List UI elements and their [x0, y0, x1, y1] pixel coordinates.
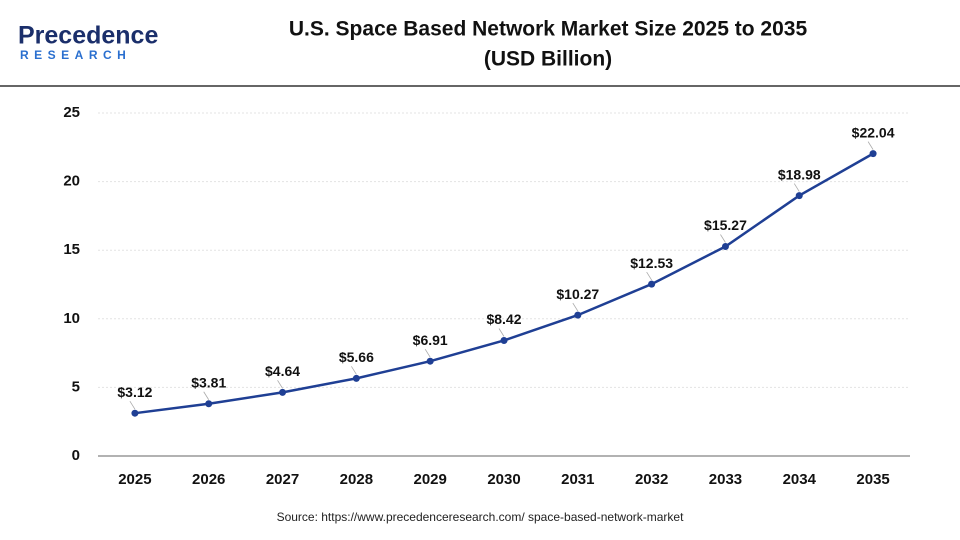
- point: [721, 242, 729, 250]
- label-leader: [498, 328, 505, 337]
- x-tick-label: 2031: [561, 471, 594, 488]
- label-leader: [424, 348, 431, 358]
- label-leader: [203, 391, 210, 400]
- point: [205, 400, 213, 408]
- x-tick-label: 2033: [709, 471, 742, 488]
- x-tick-label: 2025: [118, 471, 151, 488]
- y-tick-label: 15: [63, 241, 80, 258]
- y-tick-label: 5: [72, 378, 80, 395]
- point: [648, 280, 656, 288]
- point: [426, 357, 434, 365]
- point: [500, 336, 508, 344]
- y-tick-label: 20: [63, 173, 80, 190]
- point: [795, 192, 803, 200]
- value-label: $4.64: [265, 363, 300, 379]
- value-label: $3.12: [117, 384, 152, 400]
- x-tick-label: 2029: [413, 471, 446, 488]
- value-label: $5.66: [339, 349, 374, 365]
- x-tick-label: 2027: [266, 471, 299, 488]
- point: [279, 388, 287, 396]
- y-tick-label: 10: [63, 310, 80, 327]
- label-leader: [867, 141, 874, 150]
- value-label: $22.04: [852, 124, 895, 140]
- point: [574, 311, 582, 319]
- label-leader: [720, 234, 726, 243]
- x-tick-label: 2026: [192, 471, 225, 488]
- value-label: $6.91: [413, 332, 448, 348]
- x-tick-label: 2032: [635, 471, 668, 488]
- value-label: $10.27: [556, 286, 599, 302]
- point: [352, 374, 360, 382]
- logo-tagline: RESEARCH: [20, 48, 131, 62]
- label-leader: [129, 400, 136, 410]
- y-tick-label: 0: [72, 447, 80, 464]
- label-leader: [793, 183, 800, 192]
- value-label: $8.42: [486, 311, 521, 327]
- label-leader: [646, 271, 652, 281]
- label-leader: [572, 302, 579, 312]
- x-tick-label: 2034: [783, 471, 817, 488]
- chart-title: U.S. Space Based Network Market Size 202…: [289, 18, 808, 41]
- value-label: $3.81: [191, 374, 226, 390]
- value-label: $18.98: [778, 166, 821, 182]
- x-tick-label: 2035: [856, 471, 889, 488]
- y-tick-label: 25: [63, 104, 80, 121]
- label-leader: [351, 366, 357, 375]
- x-tick-label: 2030: [487, 471, 520, 488]
- source: Source: https://www.precedenceresearch.c…: [277, 510, 685, 524]
- point: [869, 150, 877, 158]
- point: [131, 409, 139, 417]
- logo-name: Precedence: [18, 22, 158, 50]
- value-label: $15.27: [704, 217, 747, 233]
- value-label: $12.53: [630, 255, 673, 271]
- label-leader: [277, 380, 283, 389]
- chart-subtitle: (USD Billion): [484, 48, 612, 71]
- x-tick-label: 2028: [340, 471, 373, 488]
